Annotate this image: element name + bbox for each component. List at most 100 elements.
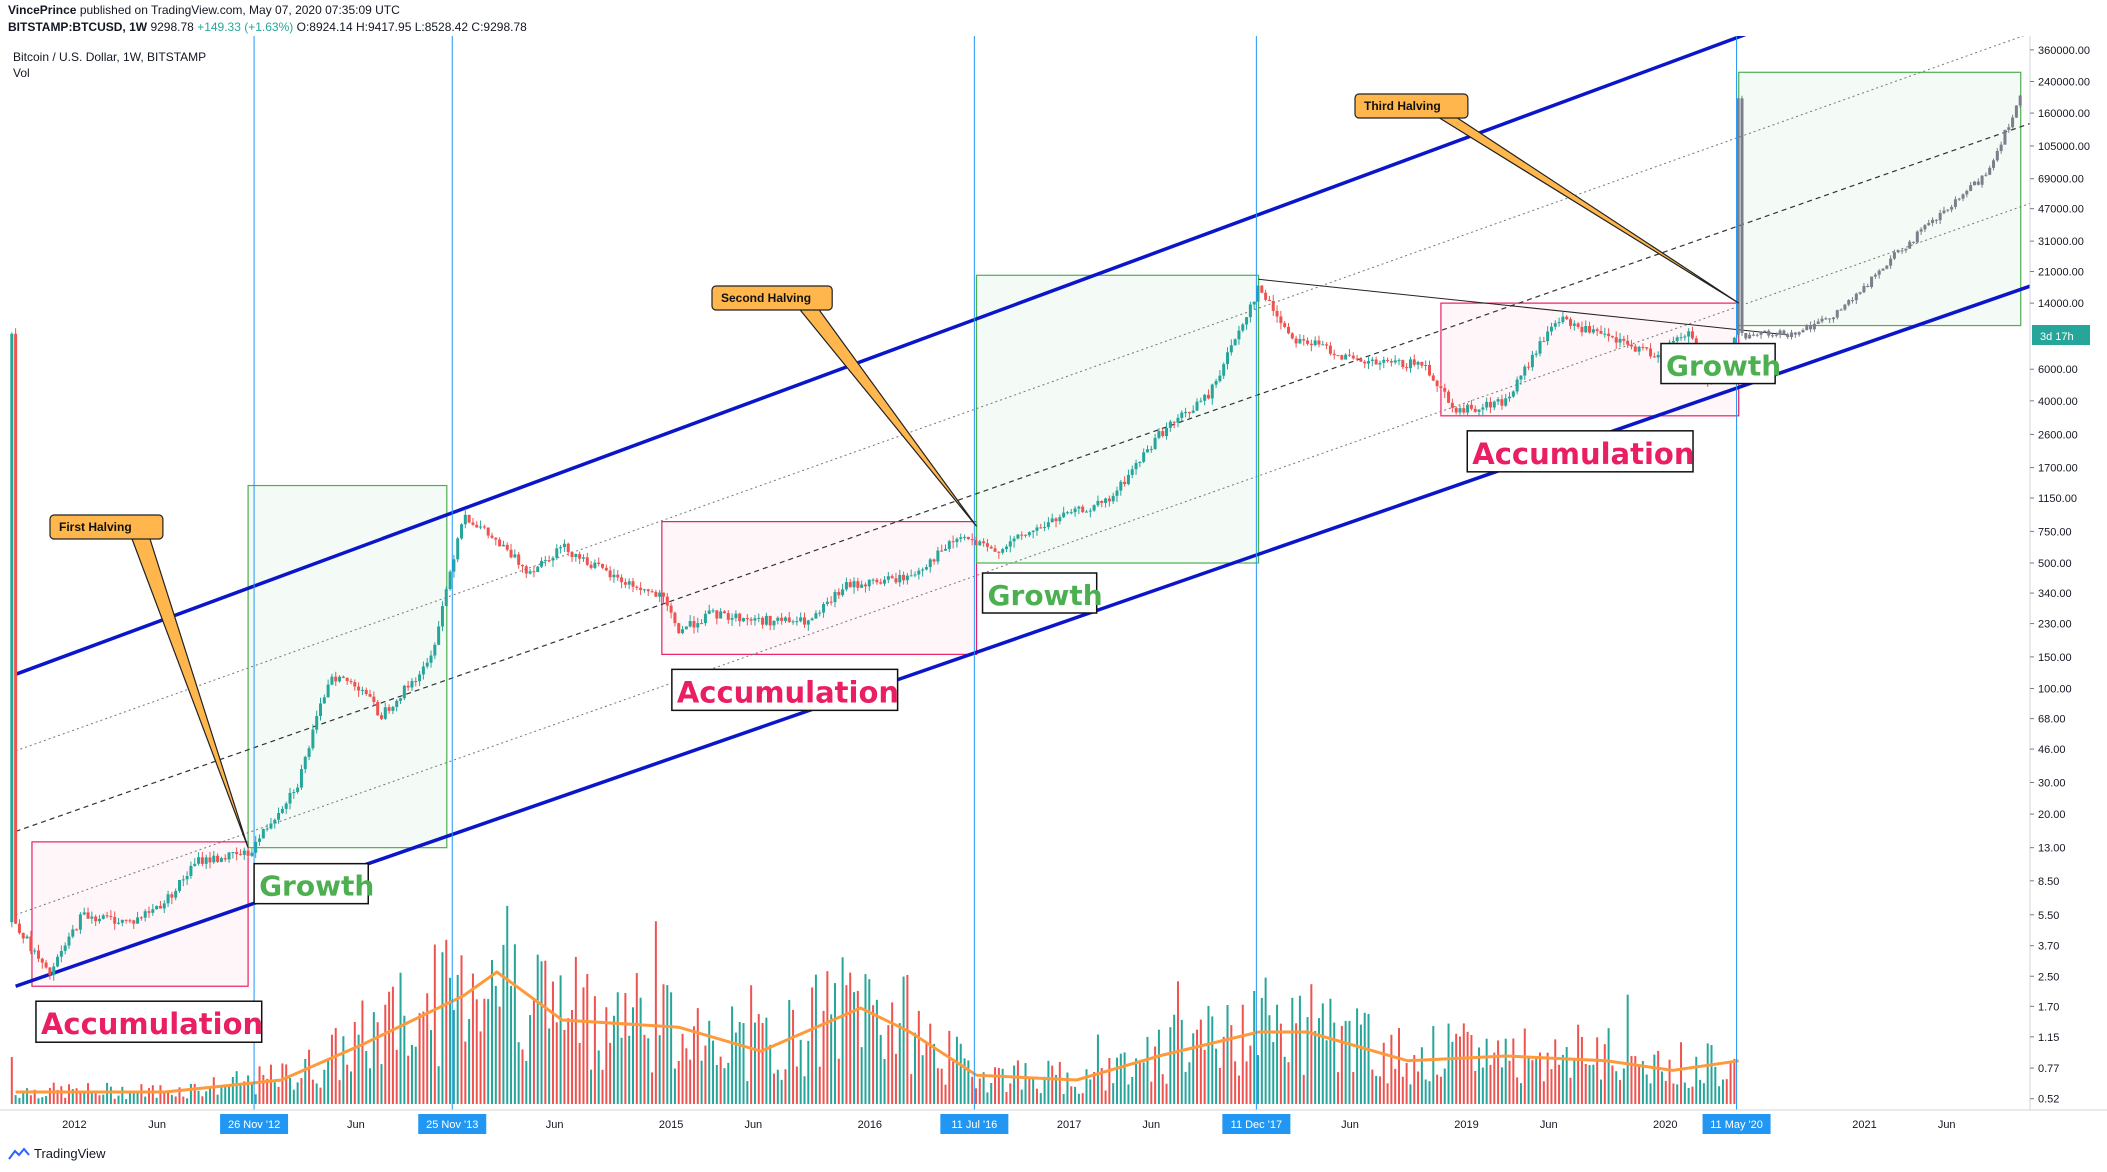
candle (871, 579, 875, 581)
volume-bar (571, 1010, 574, 1104)
volume-bar (71, 1089, 74, 1104)
candle (406, 685, 410, 688)
candle (604, 567, 608, 571)
candle (1283, 323, 1287, 327)
candle (1004, 546, 1008, 550)
volume-bar (1527, 1057, 1530, 1104)
volume-bar (357, 1034, 360, 1104)
candle (570, 552, 574, 557)
candle (1412, 359, 1416, 365)
volume-bar (662, 984, 665, 1104)
tradingview-logo[interactable]: TradingView (8, 1146, 106, 1161)
volume-bar (1699, 1079, 1702, 1104)
candle (1317, 340, 1321, 345)
candle (200, 857, 204, 864)
candle (543, 560, 547, 562)
candle (886, 576, 890, 580)
candle (1492, 401, 1496, 408)
volume-bar (887, 1025, 890, 1104)
candle (1001, 549, 1005, 553)
callout-box (1354, 93, 1469, 119)
price-tick-label: 100.00 (2038, 684, 2072, 696)
candle (322, 697, 326, 704)
price-tick-label: 500.00 (2038, 558, 2072, 570)
time-tick-label: Jun (546, 1119, 564, 1131)
candle (1309, 343, 1313, 346)
volume-bar (186, 1098, 189, 1104)
volume-bar (56, 1090, 59, 1104)
volume-bar (982, 1072, 985, 1104)
candle (1134, 463, 1138, 470)
projection-candle (2014, 105, 2018, 118)
candle (357, 686, 361, 691)
volume-bar (205, 1091, 208, 1104)
price-chart[interactable]: Accumulation Growth Accumulation Growth Accu… (0, 36, 2107, 1146)
volume-bar (795, 1066, 798, 1104)
price-axis-bg (2030, 36, 2107, 1146)
symbol-name[interactable]: BITSTAMP:BTCUSD, 1W (8, 20, 148, 34)
volume-bar (1032, 1078, 1035, 1104)
candle (833, 591, 837, 603)
projection-candle (1911, 241, 1915, 243)
volume-bar (1420, 1047, 1423, 1104)
volume-bar (1222, 1036, 1225, 1104)
volume-bar (1630, 1055, 1633, 1104)
author-name[interactable]: VincePrince (8, 3, 77, 17)
candle (1671, 340, 1675, 343)
candle (940, 550, 944, 552)
time-tick-label: 2012 (62, 1119, 86, 1131)
price-tick-label: 0.52 (2038, 1094, 2059, 1106)
projection-candle (1961, 194, 1965, 199)
volume-bar (1020, 1089, 1023, 1104)
accumulation-label: Accumulation (41, 1007, 263, 1041)
volume-bar (1645, 1074, 1648, 1104)
candle (48, 967, 52, 976)
callout-pointer (797, 307, 978, 527)
volume-bar (1325, 1040, 1328, 1104)
candle (547, 560, 551, 562)
projection-candle (1919, 229, 1923, 232)
candle (993, 548, 997, 552)
candle (890, 576, 894, 579)
projection-candle (1786, 334, 1790, 338)
projection-candle (1938, 212, 1942, 221)
projection-candle (1988, 167, 1992, 175)
volume-bar (1695, 1056, 1698, 1104)
volume-bar (822, 1010, 825, 1104)
time-tick-label: 2017 (1057, 1119, 1081, 1131)
volume-bar (967, 1060, 970, 1104)
volume-bar (1592, 1064, 1595, 1104)
accumulation-zone-2 (661, 521, 978, 655)
projection-candle (1877, 270, 1881, 275)
candle (1542, 341, 1546, 343)
candle (181, 879, 185, 881)
volume-bar (1161, 1074, 1164, 1104)
price-tick-label: 68.00 (2038, 714, 2066, 726)
volume-bar (1504, 1038, 1507, 1104)
candle (227, 852, 231, 860)
projection-candle (1770, 335, 1774, 337)
projection-candle (1969, 185, 1973, 191)
candle (1275, 310, 1279, 317)
volume-bar (555, 1022, 558, 1104)
projection-candle (1881, 268, 1885, 271)
time-tick-label: Jun (1938, 1119, 1956, 1131)
candle (1649, 348, 1653, 357)
volume-bar (250, 1083, 253, 1104)
volume-bar (1264, 977, 1267, 1104)
volume-bar (132, 1091, 135, 1104)
candle (29, 936, 33, 952)
volume-bar (1626, 994, 1629, 1104)
volume-bar (921, 1055, 924, 1104)
volume-bar (102, 1094, 105, 1104)
volume-bar (292, 1089, 295, 1104)
volume-bar (1180, 1019, 1183, 1104)
volume-bar (1196, 1029, 1199, 1104)
candle (1450, 402, 1454, 408)
volume-bar (624, 993, 627, 1104)
volume-bar (67, 1084, 70, 1104)
candle (601, 563, 605, 568)
candle (334, 676, 338, 682)
volume-bar (1112, 1083, 1115, 1104)
volume-bar (83, 1092, 86, 1104)
